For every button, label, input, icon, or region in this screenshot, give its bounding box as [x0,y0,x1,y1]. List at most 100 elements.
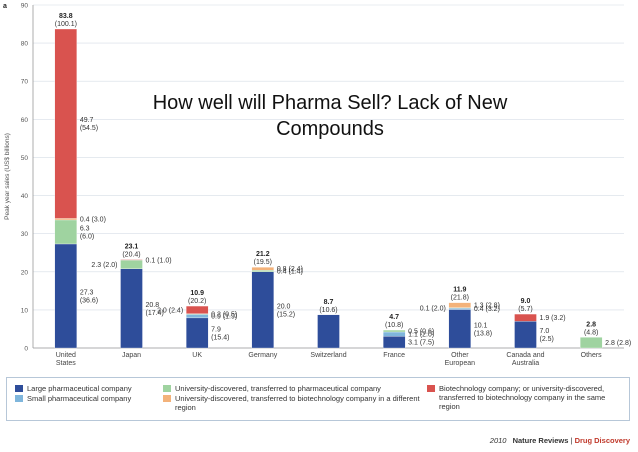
bar-segment [514,321,537,349]
data-label: 20.0 [277,303,291,310]
data-label: 27.3 [80,289,94,296]
legend-label: Large pharmaceutical company [27,384,132,393]
bar-total-sub-label: (21.8) [451,295,469,302]
legend-item-small-pharma: Small pharmaceutical company [15,394,131,403]
bar-segment [54,28,77,219]
data-label: 3.1 (7.5) [408,340,434,347]
x-tick-label: Others [581,352,603,359]
legend-swatch [163,395,171,402]
bar-segment [54,218,77,221]
data-label: 1.9 (3.2) [540,315,566,322]
bar-total-label: 83.8 [59,13,73,20]
bar-segment [120,268,143,349]
panel-label: a [3,3,7,10]
source-journal-section: Drug Discovery [574,436,630,445]
x-tick-label: Other [451,352,469,359]
legend-label: University-discovered, transferred to bi… [175,394,420,412]
bar-total-sub-label: (20.4) [122,252,140,259]
x-tick-label: Switzerland [310,352,346,359]
legend-swatch [427,385,435,392]
data-label: 2.0 (2.4) [157,307,183,314]
data-label: 10.1 [474,322,488,329]
legend-label: Small pharmaceutical company [27,394,132,403]
bar-segment [186,305,209,314]
bar-total-sub-label: (10.6) [319,307,337,314]
legend-label: University-discovered, transferred to ph… [175,384,381,393]
y-tick-label: 90 [21,3,29,10]
data-label: (36.6) [80,297,98,304]
bar-segment [317,314,340,349]
data-label: 7.9 [211,326,221,333]
data-label: 49.7 [80,117,94,124]
bar-segment [383,329,406,333]
bar-segment [54,219,77,245]
data-label: 2.3 (2.0) [91,262,117,269]
bar-segment [448,309,471,349]
y-tick-label: 10 [21,307,29,314]
data-label: (54.5) [80,125,98,132]
data-label: 0.5 (0.6) [408,329,434,336]
bar-total-label: 21.2 [256,251,270,258]
bar-total-label: 11.9 [453,287,466,294]
bar-segment [580,337,603,349]
bar-total-sub-label: (19.5) [254,259,272,266]
legend-item-large-pharma: Large pharmaceutical company [15,384,132,393]
data-label: (17.4) [146,310,164,317]
bar-total-label: 9.0 [521,298,531,305]
legend-item-university-pharma: University-discovered, transferred to ph… [163,384,421,393]
data-label: 1.1 (2.0) [408,332,434,339]
legend-item-university-biotech-different: University-discovered, transferred to bi… [163,394,421,412]
y-tick-label: 0 [24,346,28,353]
bar-total-sub-label: (4.8) [584,329,598,336]
legend-swatch [15,385,23,392]
y-tick-label: 50 [21,155,29,162]
data-label: (2.5) [540,336,554,343]
legend-item-biotech-same: Biotechnology company; or university-dis… [427,384,623,411]
bar-segment [120,259,143,261]
data-label: 6.3 [80,225,90,232]
bar-segment [186,314,209,319]
bar-total-sub-label: (20.2) [188,298,206,305]
source-year: 2010 [489,436,507,445]
x-tick-label: Canada and [506,352,544,359]
data-label: 0.1 (2.0) [420,305,446,312]
y-tick-label: 20 [21,269,29,276]
x-tick-label: States [56,360,76,367]
legend-label: Biotechnology company; or university-dis… [439,384,606,411]
bar-segment [448,302,471,308]
y-tick-label: 70 [21,79,29,86]
y-tick-label: 80 [21,41,29,48]
data-label: (13.8) [474,330,492,337]
bar-segment [383,331,406,337]
data-label: 1.3 (2.8) [474,303,500,310]
x-tick-label: Japan [122,352,141,359]
data-label: (15.4) [211,334,229,341]
bar-segment [120,259,143,269]
bar-segment [186,317,209,349]
x-tick-label: UK [192,352,202,359]
data-label: 0.4 (1.4) [277,269,303,276]
bar-segment [54,243,77,349]
overlay-title: How well will Pharma Sell? Lack of New C… [152,92,508,140]
source-credit: 2010 Nature Reviews | Drug Discovery [489,436,630,445]
data-label: 0.8 (2.4) [277,266,303,273]
bar-segment [251,270,274,272]
legend-swatch [163,385,171,392]
bar-total-label: 4.7 [389,314,399,321]
y-tick-label: 60 [21,117,29,124]
data-label: 20.8 [146,302,160,309]
data-label: (15.2) [277,311,295,318]
bar-total-label: 23.1 [125,244,139,251]
source-journal: Nature Reviews [512,436,569,445]
data-label: 0.9 (1.9) [211,314,237,321]
stacked-bar-chart: a Peak year sales (US$ billions) 0 10 20 30 40… [3,3,631,368]
data-label: 0.4 (3.0) [80,217,106,224]
y-tick-label: 30 [21,231,29,238]
bar-total-sub-label: (5.7) [518,306,532,313]
y-axis-label: Peak year sales (US$ billions) [4,133,11,220]
data-label: (6.0) [80,233,94,240]
data-label: 0.1 (1.0) [146,257,172,264]
data-label: 7.0 [540,328,550,335]
x-tick-label: Australia [512,360,539,367]
bar-total-label: 10.9 [190,290,204,297]
